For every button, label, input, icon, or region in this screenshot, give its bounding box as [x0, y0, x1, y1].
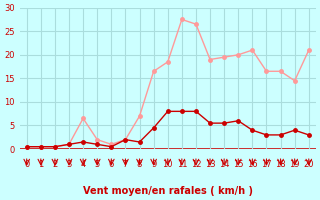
X-axis label: Vent moyen/en rafales ( km/h ): Vent moyen/en rafales ( km/h ) — [83, 186, 253, 196]
